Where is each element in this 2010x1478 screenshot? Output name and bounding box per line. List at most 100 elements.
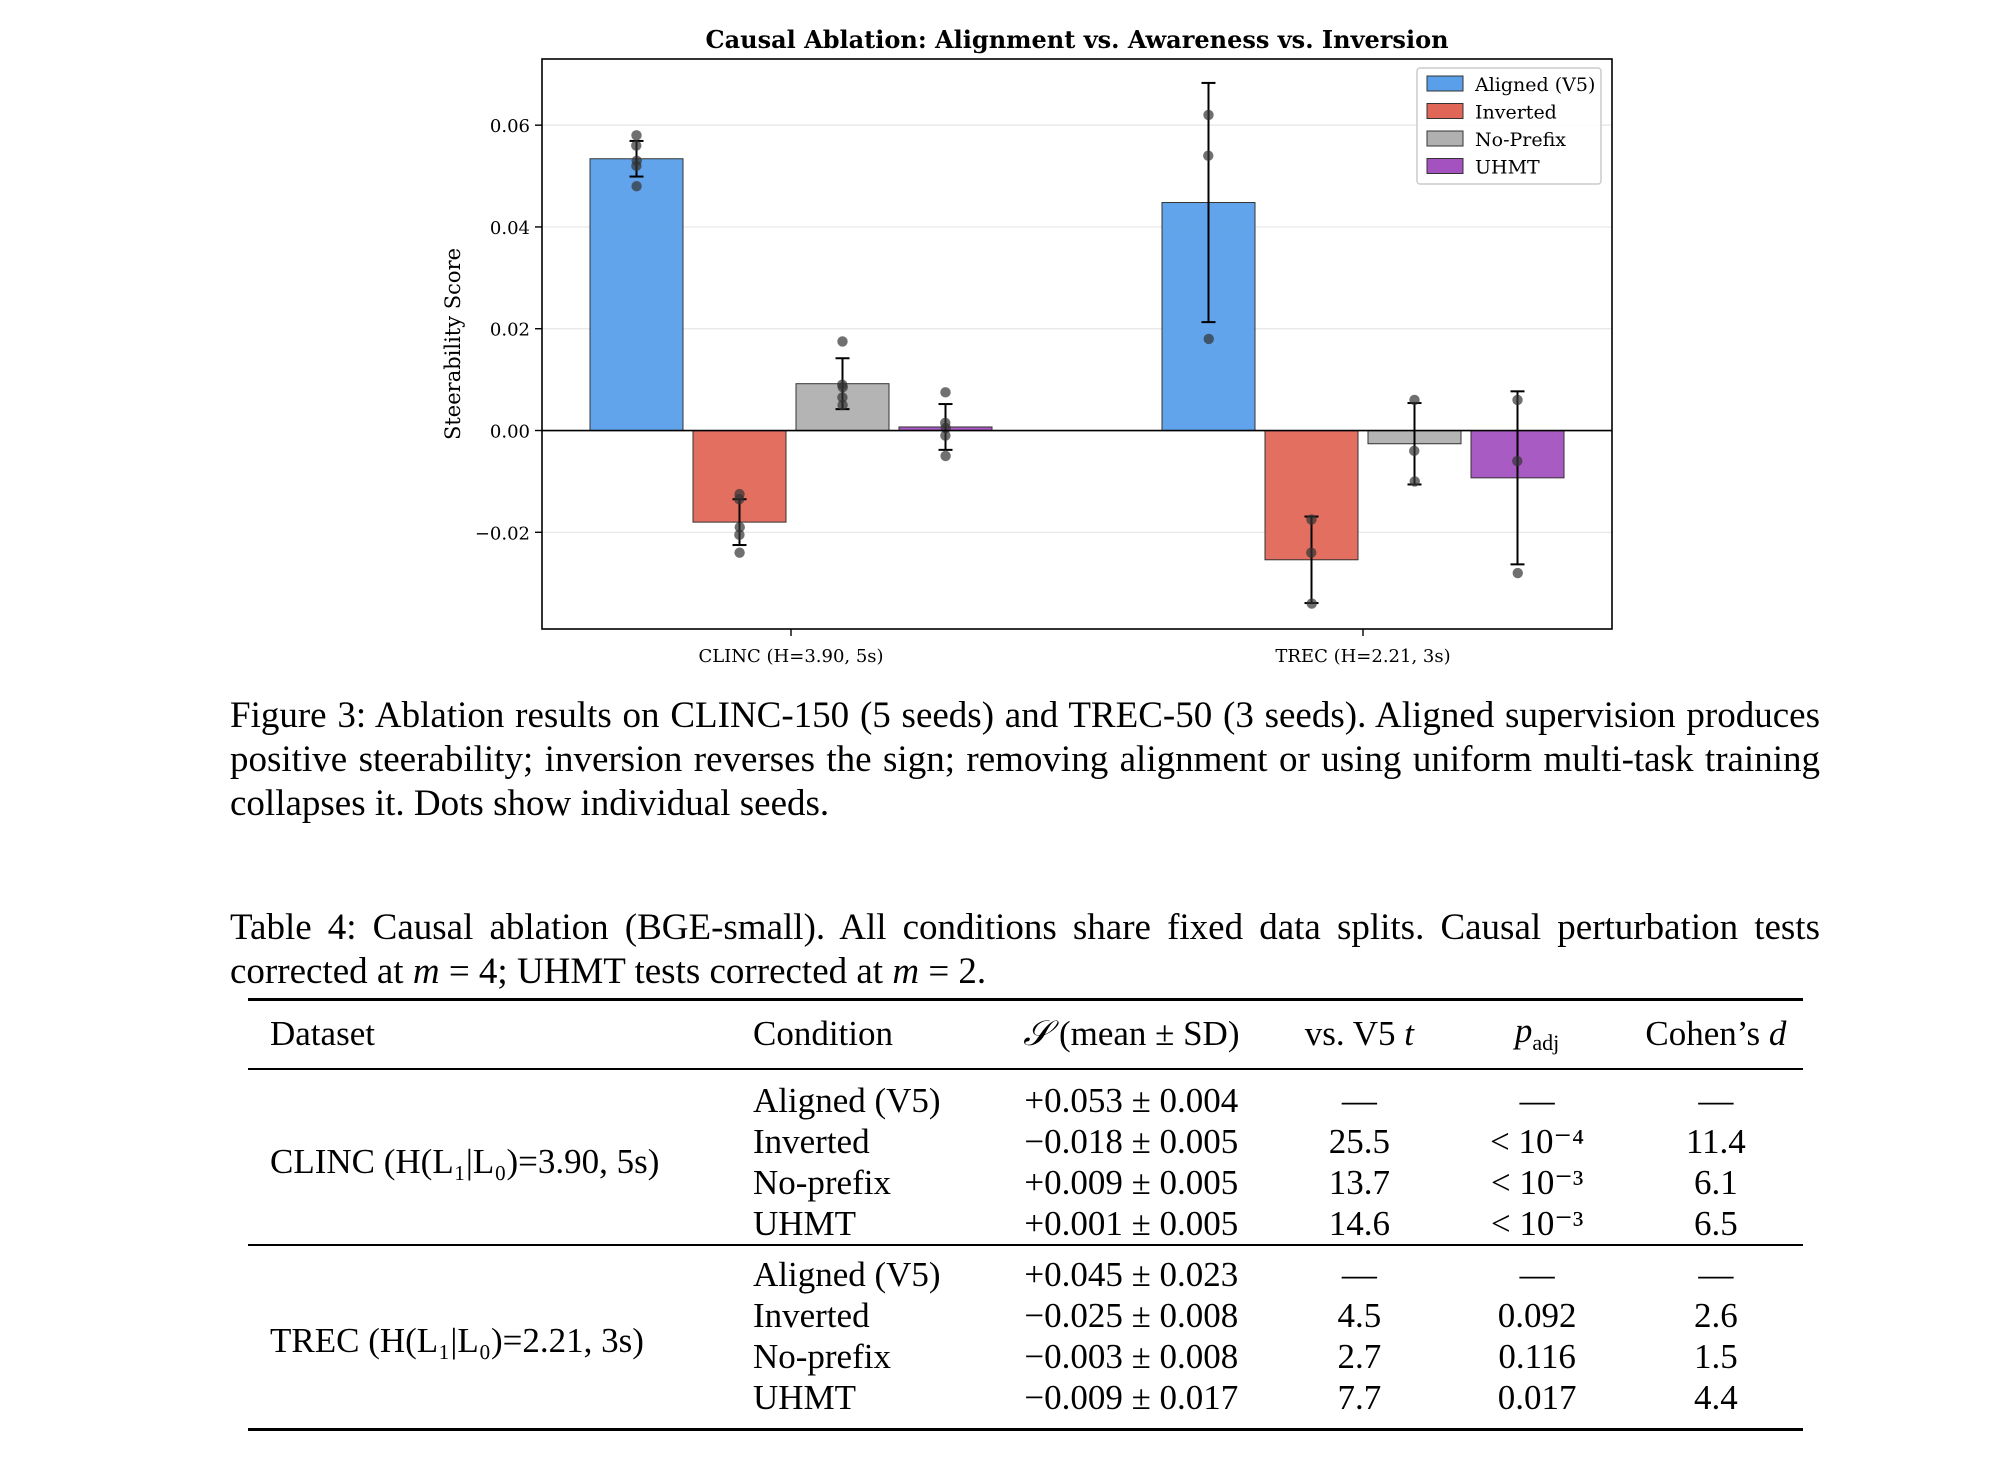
cell-score: −0.009 ± 0.017 <box>1024 1377 1239 1417</box>
header-p-symbol: p <box>1514 1011 1533 1050</box>
cell-p: — <box>1519 1080 1555 1120</box>
y-tick-label: 0.02 <box>490 320 530 341</box>
cell-p: — <box>1519 1254 1555 1294</box>
cell-t: — <box>1341 1254 1377 1294</box>
y-axis-ticks: −0.02 0.00 0.02 0.04 0.06 <box>475 116 542 544</box>
legend: Aligned (V5) Inverted No-Prefix UHMT <box>1416 67 1602 185</box>
y-tick-label: −0.02 <box>475 523 530 544</box>
seed-dot <box>1203 150 1214 161</box>
header-score: 𝒮 (mean ± SD) <box>989 1000 1273 1070</box>
cell-condition: No-prefix <box>752 1336 891 1376</box>
seed-dot <box>1203 109 1214 121</box>
seed-dot <box>1306 547 1317 558</box>
table-caption-text: Table 4: Causal ablation (BGE-small). Al… <box>230 907 1820 992</box>
seed-dot <box>631 130 642 141</box>
y-tick-label: 0.06 <box>490 116 530 137</box>
table-caption-m2: m <box>892 951 920 992</box>
cell-p: < 10⁻³ <box>1490 1203 1584 1243</box>
seed-dot <box>1203 333 1214 345</box>
header-score-rest: (mean ± SD) <box>1050 1013 1240 1053</box>
cell-condition: Inverted <box>752 1295 870 1335</box>
cell-t: 4.5 <box>1337 1295 1382 1335</box>
legend-label: Inverted <box>1475 102 1557 124</box>
seed-dot <box>1306 514 1317 525</box>
table-group-trec: TREC (H(L₁|L₀)=2.21, 3s) Aligned (V5) +0… <box>248 1245 1803 1430</box>
header-cohen: Cohen’s <box>1645 1013 1769 1053</box>
cell-d: 2.6 <box>1693 1295 1738 1335</box>
header-p-adj: padj <box>1446 1000 1629 1070</box>
header-t-symbol: t <box>1404 1013 1415 1053</box>
cell-t: 13.7 <box>1328 1162 1391 1202</box>
error-bars <box>629 81 1525 605</box>
seed-dot <box>1512 394 1523 406</box>
results-table: Dataset Condition 𝒮 (mean ± SD) vs. V5 t… <box>248 998 1803 1431</box>
legend-frame <box>1416 67 1602 185</box>
x-tick-label: TREC (H=2.21, 3s) <box>1275 646 1450 667</box>
legend-swatch <box>1426 158 1464 174</box>
table-row: Inverted −0.018 ± 0.005 25.5 < 10⁻⁴ 11.4 <box>248 1121 1803 1162</box>
cell-d: 6.5 <box>1693 1203 1738 1243</box>
cell-score: +0.009 ± 0.005 <box>1024 1162 1239 1202</box>
cell-p: < 10⁻⁴ <box>1490 1121 1585 1161</box>
legend-swatch <box>1426 103 1464 119</box>
seed-dot <box>837 399 848 411</box>
seed-dot <box>734 522 745 533</box>
legend-label: No-Prefix <box>1475 129 1566 151</box>
cell-condition: No-prefix <box>752 1162 891 1202</box>
cell-t: 7.7 <box>1337 1377 1382 1417</box>
cell-t: 25.5 <box>1328 1121 1391 1161</box>
seed-dot <box>631 181 642 192</box>
header-cohens-d: Cohen’s d <box>1629 1000 1803 1070</box>
cell-condition: Aligned (V5) <box>752 1080 941 1120</box>
cell-d: 6.1 <box>1693 1162 1738 1202</box>
dataset-label-clinc: CLINC (H(L₁|L₀)=3.90, 5s) <box>270 1142 660 1181</box>
seed-dot <box>837 392 848 403</box>
seed-dot <box>1409 445 1420 457</box>
table-row: Inverted −0.025 ± 0.008 4.5 0.092 2.6 <box>248 1295 1803 1336</box>
legend-label: UHMT <box>1475 157 1540 179</box>
seed-dot <box>1306 598 1317 609</box>
dataset-label-trec: TREC (H(L₁|L₀)=2.21, 3s) <box>270 1321 644 1360</box>
seed-dot <box>940 387 951 398</box>
cell-p: 0.116 <box>1498 1336 1576 1376</box>
table-row: No-prefix −0.003 ± 0.008 2.7 0.116 1.5 <box>248 1336 1803 1377</box>
seed-dot <box>837 382 848 393</box>
plot-frame <box>541 58 1613 630</box>
cell-t: 2.7 <box>1337 1336 1382 1376</box>
y-tick-label: 0.00 <box>490 422 530 443</box>
cell-condition: UHMT <box>752 1377 857 1417</box>
cell-d: 4.4 <box>1693 1377 1738 1417</box>
seed-dot <box>734 547 745 558</box>
y-axis-label: Steerability Score <box>441 248 465 440</box>
seed-dot <box>631 140 642 151</box>
cell-p: 0.092 <box>1497 1295 1577 1335</box>
table-caption-m1: m <box>412 951 440 992</box>
cell-d: 11.4 <box>1685 1121 1746 1161</box>
seed-dot <box>1409 394 1420 406</box>
legend-label: Aligned (V5) <box>1474 74 1595 96</box>
cell-t: 14.6 <box>1328 1203 1391 1243</box>
cell-p: 0.017 <box>1497 1377 1577 1417</box>
table-caption-eq1: = 4; UHMT tests corrected at <box>439 951 893 992</box>
chart-title: Causal Ablation: Alignment vs. Awareness… <box>705 25 1448 54</box>
cell-score: +0.045 ± 0.023 <box>1024 1254 1239 1294</box>
y-tick-label: 0.04 <box>490 218 530 239</box>
seed-dots <box>631 109 1523 609</box>
legend-swatch <box>1426 130 1464 147</box>
cell-score: +0.053 ± 0.004 <box>1024 1080 1239 1120</box>
table-row: UHMT −0.009 ± 0.017 7.7 0.017 4.4 <box>248 1377 1803 1430</box>
cell-d: — <box>1698 1254 1734 1294</box>
seed-dot <box>940 430 951 441</box>
table-caption-eq2: = 2. <box>919 951 987 992</box>
cell-score: −0.003 ± 0.008 <box>1024 1336 1239 1376</box>
cell-score: −0.018 ± 0.005 <box>1024 1121 1239 1161</box>
header-score-symbol: 𝒮 <box>1023 1013 1051 1053</box>
header-vs-v5-t: vs. V5 t <box>1273 1000 1445 1070</box>
seed-dot <box>631 160 642 172</box>
table-row: UHMT +0.001 ± 0.005 14.6 < 10⁻³ 6.5 <box>248 1203 1803 1245</box>
cell-d: — <box>1698 1080 1734 1120</box>
table-group-clinc: CLINC (H(L₁|L₀)=3.90, 5s) Aligned (V5) +… <box>248 1069 1803 1245</box>
bar <box>589 158 684 432</box>
cell-score: +0.001 ± 0.005 <box>1024 1203 1239 1243</box>
seed-dot <box>940 450 951 462</box>
